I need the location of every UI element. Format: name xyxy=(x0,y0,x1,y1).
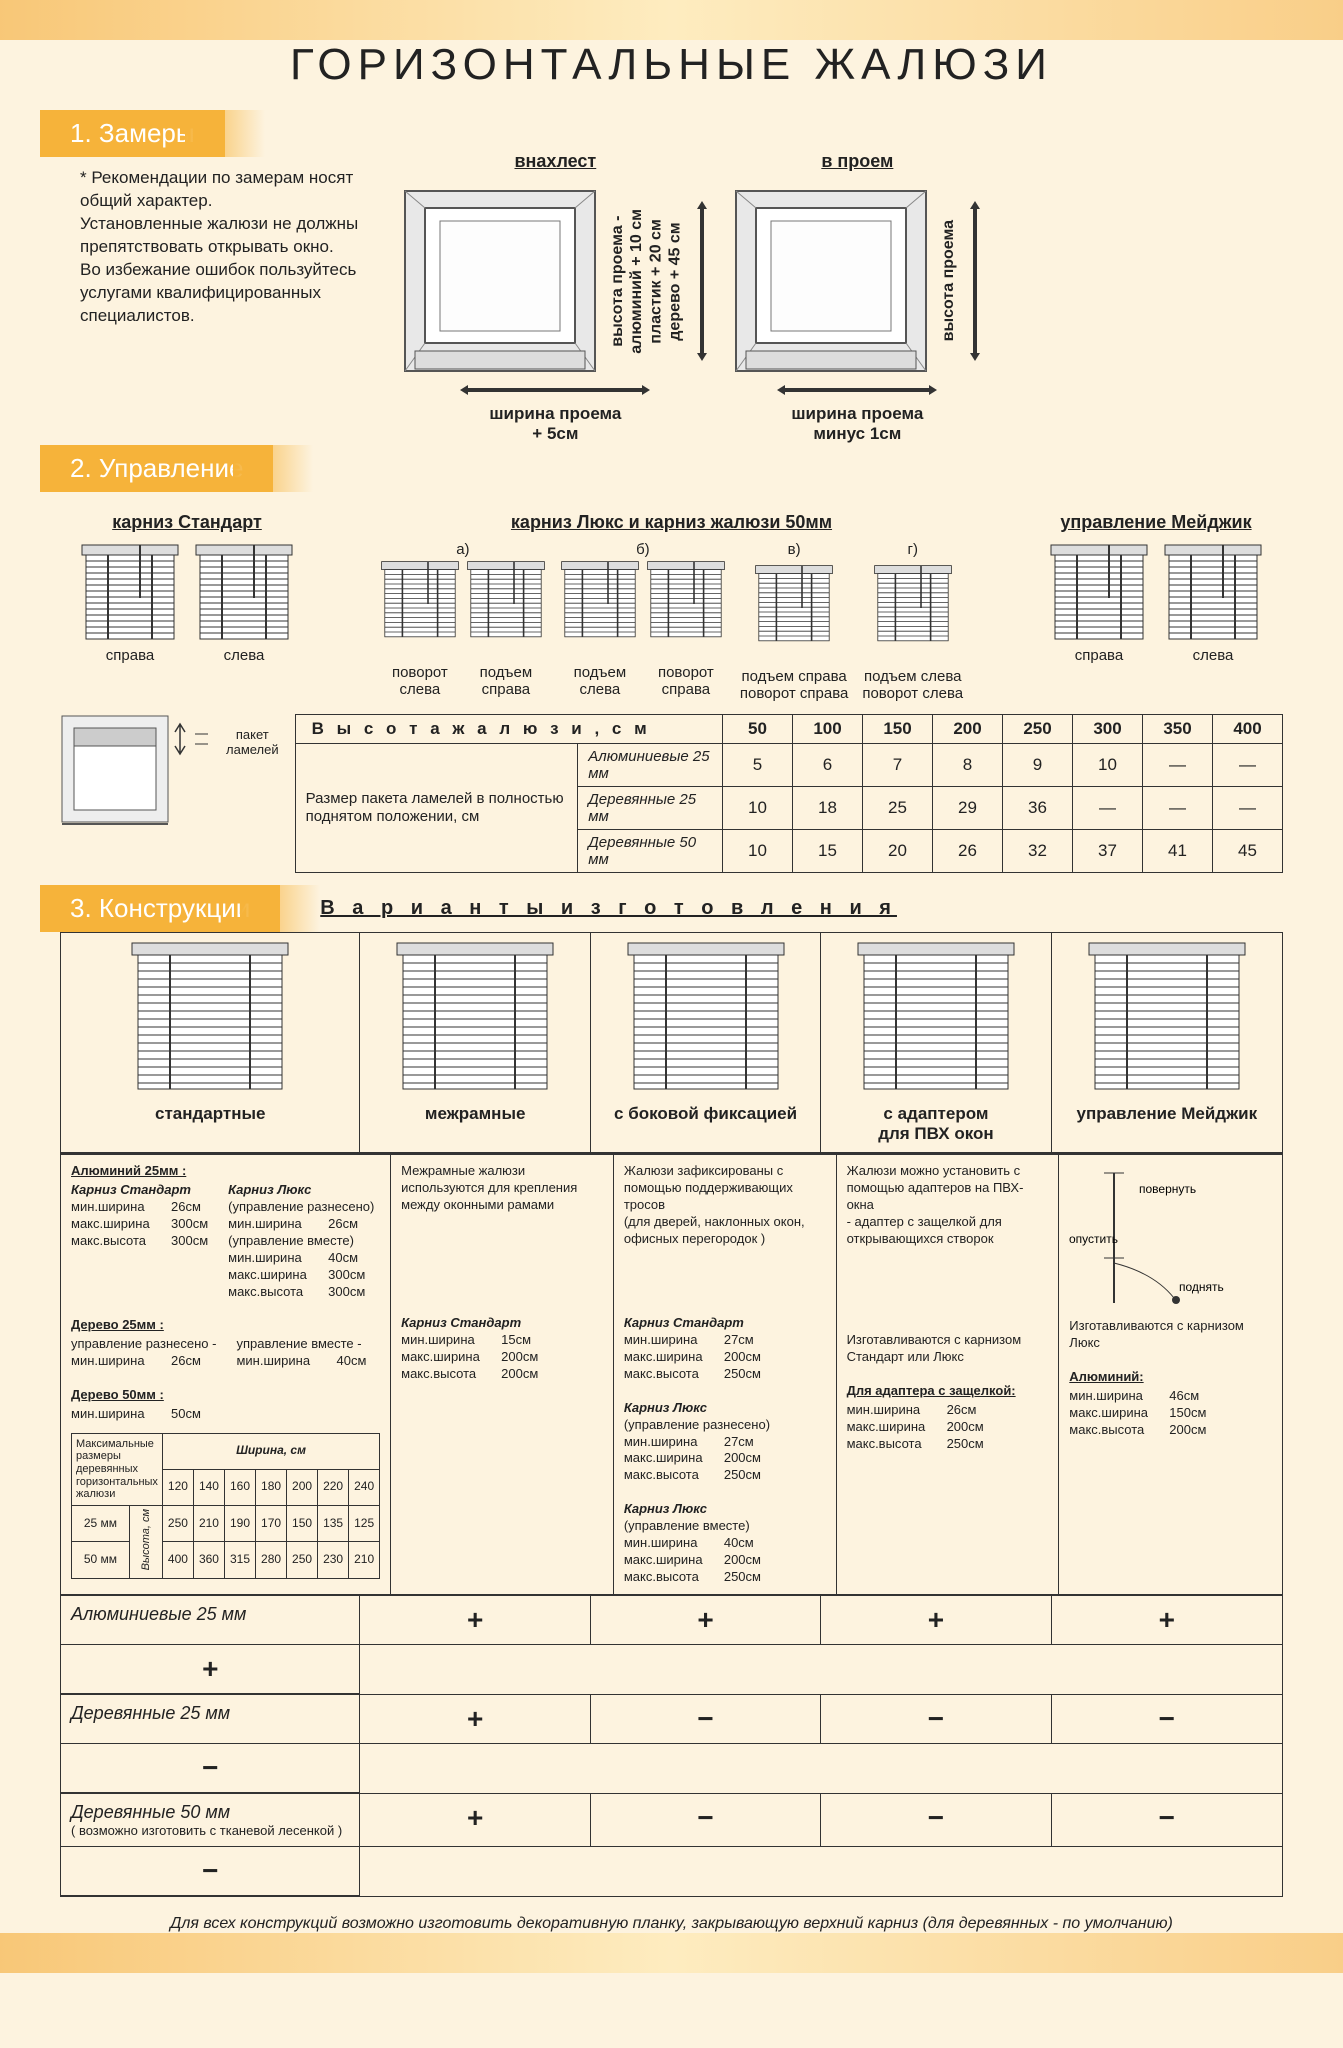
construction-icon xyxy=(395,941,555,1096)
recommendation-text: * Рекомендации по замерам носят общий ха… xyxy=(20,147,380,328)
footnote: Для всех конструкций возможно изготовить… xyxy=(60,1915,1283,1933)
blind-icon xyxy=(1049,543,1149,643)
window-overlap: внахлест высота проема -алюминий + 10 см… xyxy=(400,147,711,445)
svg-text:опустить: опустить xyxy=(1069,1232,1118,1246)
control-options-row: карниз Стандарт справа слева карниз Люкс… xyxy=(80,512,1263,703)
construction-images-row: стандартныемежрамныес боковой фиксациейс… xyxy=(60,932,1283,1154)
svg-text:поднять: поднять xyxy=(1179,1280,1224,1294)
construction-icon xyxy=(130,941,290,1096)
window-inset: в проем высота проема ширина проемаминус… xyxy=(731,147,984,445)
section3-tab: 3. Конструкции xyxy=(40,885,280,932)
window-icon xyxy=(400,186,600,376)
height-table: В ы с о т а ж а л ю з и , с м50100150200… xyxy=(295,714,1283,873)
construction-icon xyxy=(626,941,786,1096)
section2-tab: 2. Управление xyxy=(40,445,273,492)
construction-icon xyxy=(856,941,1016,1096)
blind-icon xyxy=(1163,543,1263,643)
svg-text:повернуть: повернуть xyxy=(1139,1182,1196,1196)
section1-tab: 1. Замеры xyxy=(40,110,225,157)
packet-window-icon xyxy=(60,714,210,844)
variants-heading: В а р и а н т ы и з г о т о в л е н и я xyxy=(320,897,897,920)
window-icon xyxy=(731,186,931,376)
construction-info-row: Алюминий 25мм : Карниз Стандартмин.ширин… xyxy=(60,1154,1283,1595)
construction-icon xyxy=(1087,941,1247,1096)
blind-icon xyxy=(80,543,180,643)
blind-icon xyxy=(194,543,294,643)
main-title: ГОРИЗОНТАЛЬНЫЕ ЖАЛЮЗИ xyxy=(20,40,1323,90)
